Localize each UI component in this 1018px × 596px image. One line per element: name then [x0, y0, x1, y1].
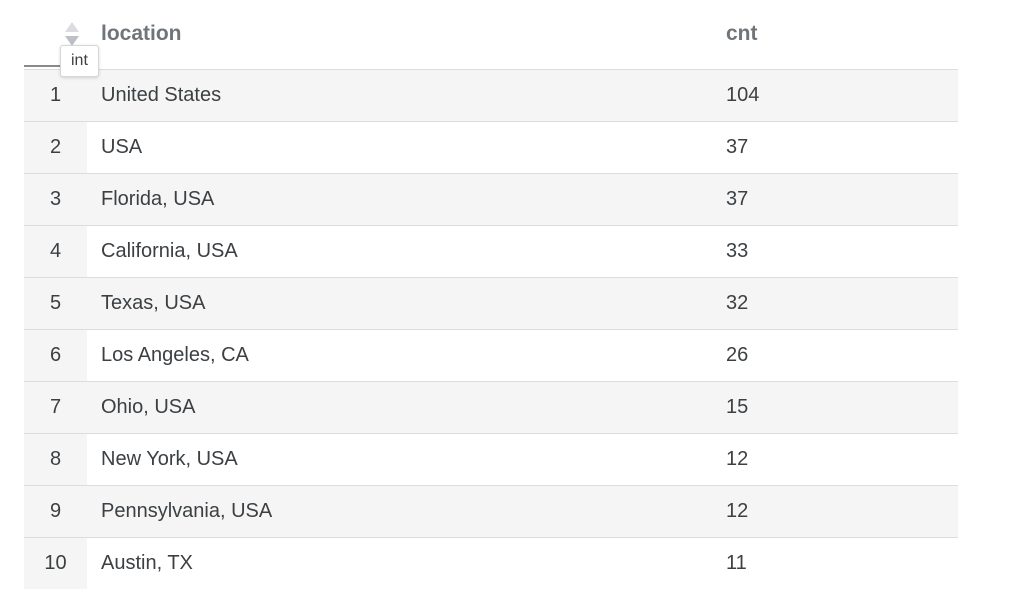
row-index: 10 [24, 538, 87, 589]
cnt-cell: 26 [726, 344, 749, 366]
table-row: 9 Pennsylvania, USA 12 [24, 486, 958, 538]
cnt-cell: 15 [726, 396, 749, 418]
table-header: int location cnt [24, 0, 958, 77]
cnt-cell: 32 [726, 292, 749, 314]
location-cell: Pennsylvania, USA [101, 500, 273, 522]
sort-arrows-icon[interactable] [64, 21, 80, 47]
location-cell: Ohio, USA [101, 396, 196, 418]
cnt-cell: 11 [726, 552, 747, 574]
index-column-underline [24, 65, 62, 67]
table-row: 6 Los Angeles, CA 26 [24, 330, 958, 382]
row-index: 5 [24, 278, 87, 329]
table-row: 3 Florida, USA 37 [24, 174, 958, 226]
results-table: int location cnt 1 United States 104 2 U… [24, 0, 958, 589]
cnt-cell: 104 [726, 84, 760, 106]
column-type-tooltip: int [60, 45, 99, 77]
table-row: 4 California, USA 33 [24, 226, 958, 278]
table-row: 10 Austin, TX 11 [24, 538, 958, 589]
table-row: 8 New York, USA 12 [24, 434, 958, 486]
table-row: 2 USA 37 [24, 122, 958, 174]
location-cell: Florida, USA [101, 188, 215, 210]
row-index: 1 [24, 70, 87, 121]
location-cell: California, USA [101, 240, 238, 262]
location-cell: New York, USA [101, 448, 238, 470]
row-index: 6 [24, 330, 87, 381]
column-header-location[interactable]: location [101, 22, 182, 45]
row-index: 9 [24, 486, 87, 537]
column-header-cnt[interactable]: cnt [726, 22, 758, 45]
cnt-cell: 37 [726, 188, 749, 210]
cnt-cell: 37 [726, 136, 749, 158]
cnt-cell: 33 [726, 240, 749, 262]
location-cell: USA [101, 136, 143, 158]
table-row: 7 Ohio, USA 15 [24, 382, 958, 434]
location-cell: Austin, TX [101, 552, 193, 574]
row-index: 7 [24, 382, 87, 433]
row-index: 3 [24, 174, 87, 225]
row-index: 2 [24, 122, 87, 173]
location-cell: United States [101, 84, 222, 106]
location-cell: Los Angeles, CA [101, 344, 249, 366]
row-index: 8 [24, 434, 87, 485]
table-row: 5 Texas, USA 32 [24, 278, 958, 330]
cnt-cell: 12 [726, 500, 749, 522]
table-row: 1 United States 104 [24, 70, 958, 122]
location-cell: Texas, USA [101, 292, 206, 314]
cnt-cell: 12 [726, 448, 749, 470]
row-index: 4 [24, 226, 87, 277]
